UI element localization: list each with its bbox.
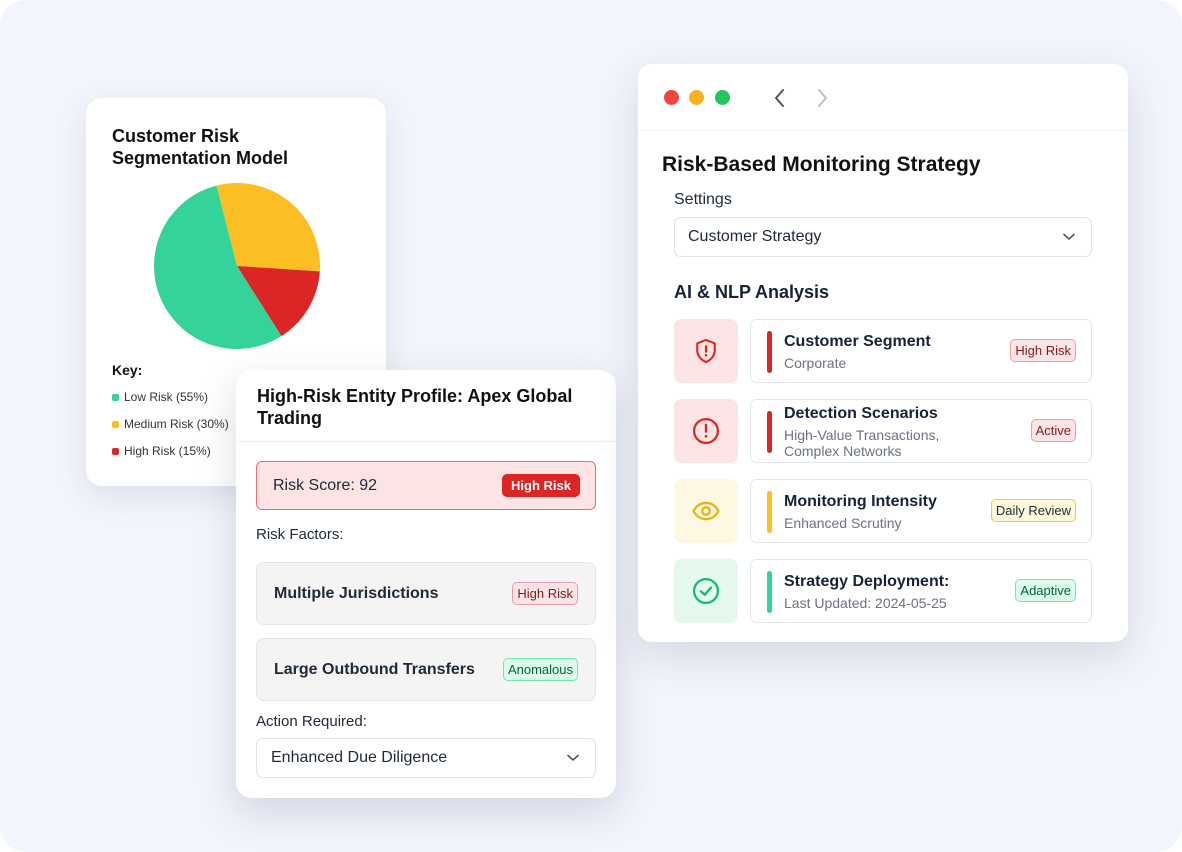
risk-score-label: Risk Score: 92: [273, 476, 378, 494]
risk-factor-label: Multiple Jurisdictions: [274, 584, 439, 602]
row-title: Customer Segment: [784, 333, 931, 350]
action-required-label: Action Required:: [256, 713, 367, 730]
strategy-title: Risk-Based Monitoring Strategy: [662, 153, 981, 176]
legend-item-low-risk: Low Risk (55%): [112, 390, 208, 404]
row-title: Strategy Deployment:: [784, 573, 950, 590]
legend-label-medium-risk: Medium Risk (30%): [124, 417, 229, 431]
window-close-button[interactable]: [664, 90, 679, 105]
row-subtitle-line2: Complex Networks: [784, 443, 902, 459]
ai-analysis-heading: AI & NLP Analysis: [674, 282, 830, 302]
risk-factors-label: Risk Factors:: [256, 526, 344, 543]
window-minimize-button[interactable]: [689, 90, 704, 105]
row-subtitle: Corporate: [784, 355, 847, 371]
settings-label: Settings: [674, 191, 732, 208]
row-indicator-bar: [767, 411, 772, 453]
legend-item-high-risk: High Risk (15%): [112, 444, 211, 458]
shield-alert-icon: [696, 338, 716, 364]
row-indicator-bar: [767, 571, 772, 613]
analysis-row-monitoring-intensity[interactable]: Monitoring Intensity Enhanced Scrutiny D…: [750, 479, 1092, 543]
entity-profile-card: High-Risk Entity Profile: Apex Global Tr…: [236, 370, 616, 798]
row-indicator-bar: [767, 331, 772, 373]
settings-select-value: Customer Strategy: [688, 228, 822, 245]
check-circle-icon: [693, 578, 719, 604]
entity-header-divider: [236, 441, 616, 442]
analysis-row-detection-scenarios[interactable]: Detection Scenarios High-Value Transacti…: [750, 399, 1092, 463]
legend-title: Key:: [112, 362, 143, 378]
row-badge: High Risk: [1010, 339, 1076, 362]
pie-slice-low-risk: [154, 185, 282, 349]
legend-item-medium-risk: Medium Risk (30%): [112, 417, 229, 431]
row-badge: Active: [1030, 419, 1076, 442]
action-required-select[interactable]: Enhanced Due Diligence: [256, 738, 596, 778]
row-badge: Daily Review: [990, 499, 1076, 522]
action-required-value: Enhanced Due Diligence: [271, 749, 448, 766]
analysis-row-strategy-deployment[interactable]: Strategy Deployment: Last Updated: 2024-…: [750, 559, 1092, 623]
risk-factor-badge: Anomalous: [502, 658, 578, 681]
row-icon-tile: [674, 479, 738, 543]
row-icon-tile: [674, 559, 738, 623]
pie-slice-medium-risk: [216, 183, 320, 272]
row-indicator-bar: [767, 491, 772, 533]
entity-profile-title: High-Risk Entity Profile: Apex Global Tr…: [257, 386, 573, 428]
row-badge: Adaptive: [1015, 579, 1076, 602]
eye-icon: [692, 501, 720, 521]
pie-slice-high-risk: [237, 266, 320, 337]
risk-factor-badge: High Risk: [512, 582, 578, 605]
row-subtitle: Enhanced Scrutiny: [784, 515, 902, 531]
chevron-down-icon: [567, 754, 579, 761]
window-titlebar: [638, 64, 1128, 131]
row-title: Detection Scenarios: [784, 405, 938, 422]
back-arrow-icon[interactable]: [768, 86, 792, 110]
alert-circle-icon: [693, 418, 719, 444]
risk-factor-item[interactable]: Multiple Jurisdictions High Risk: [256, 562, 596, 625]
window-maximize-button[interactable]: [715, 90, 730, 105]
row-subtitle: High-Value Transactions,: [784, 427, 940, 443]
row-icon-tile: [674, 319, 738, 383]
risk-score-panel: Risk Score: 92 High Risk: [256, 461, 596, 510]
legend-swatch-medium-risk: [112, 420, 119, 428]
chevron-down-icon: [1063, 233, 1075, 240]
forward-arrow-icon[interactable]: [810, 86, 834, 110]
risk-factor-label: Large Outbound Transfers: [274, 660, 475, 678]
row-title: Monitoring Intensity: [784, 493, 937, 510]
risk-score-badge: High Risk: [502, 474, 580, 497]
settings-select[interactable]: Customer Strategy: [674, 217, 1092, 257]
pie-card-title: Customer Risk Segmentation Model: [112, 126, 289, 168]
monitoring-strategy-window: Risk-Based Monitoring Strategy Settings …: [638, 64, 1128, 642]
legend-swatch-low-risk: [112, 393, 119, 401]
row-subtitle: Last Updated: 2024-05-25: [784, 595, 947, 611]
legend-label-high-risk: High Risk (15%): [124, 444, 211, 458]
row-icon-tile: [674, 399, 738, 463]
legend-swatch-high-risk: [112, 447, 119, 455]
risk-factor-item[interactable]: Large Outbound Transfers Anomalous: [256, 638, 596, 701]
risk-pie-chart: [154, 183, 320, 349]
analysis-row-customer-segment[interactable]: Customer Segment Corporate High Risk: [750, 319, 1092, 383]
legend-label-low-risk: Low Risk (55%): [124, 390, 209, 404]
